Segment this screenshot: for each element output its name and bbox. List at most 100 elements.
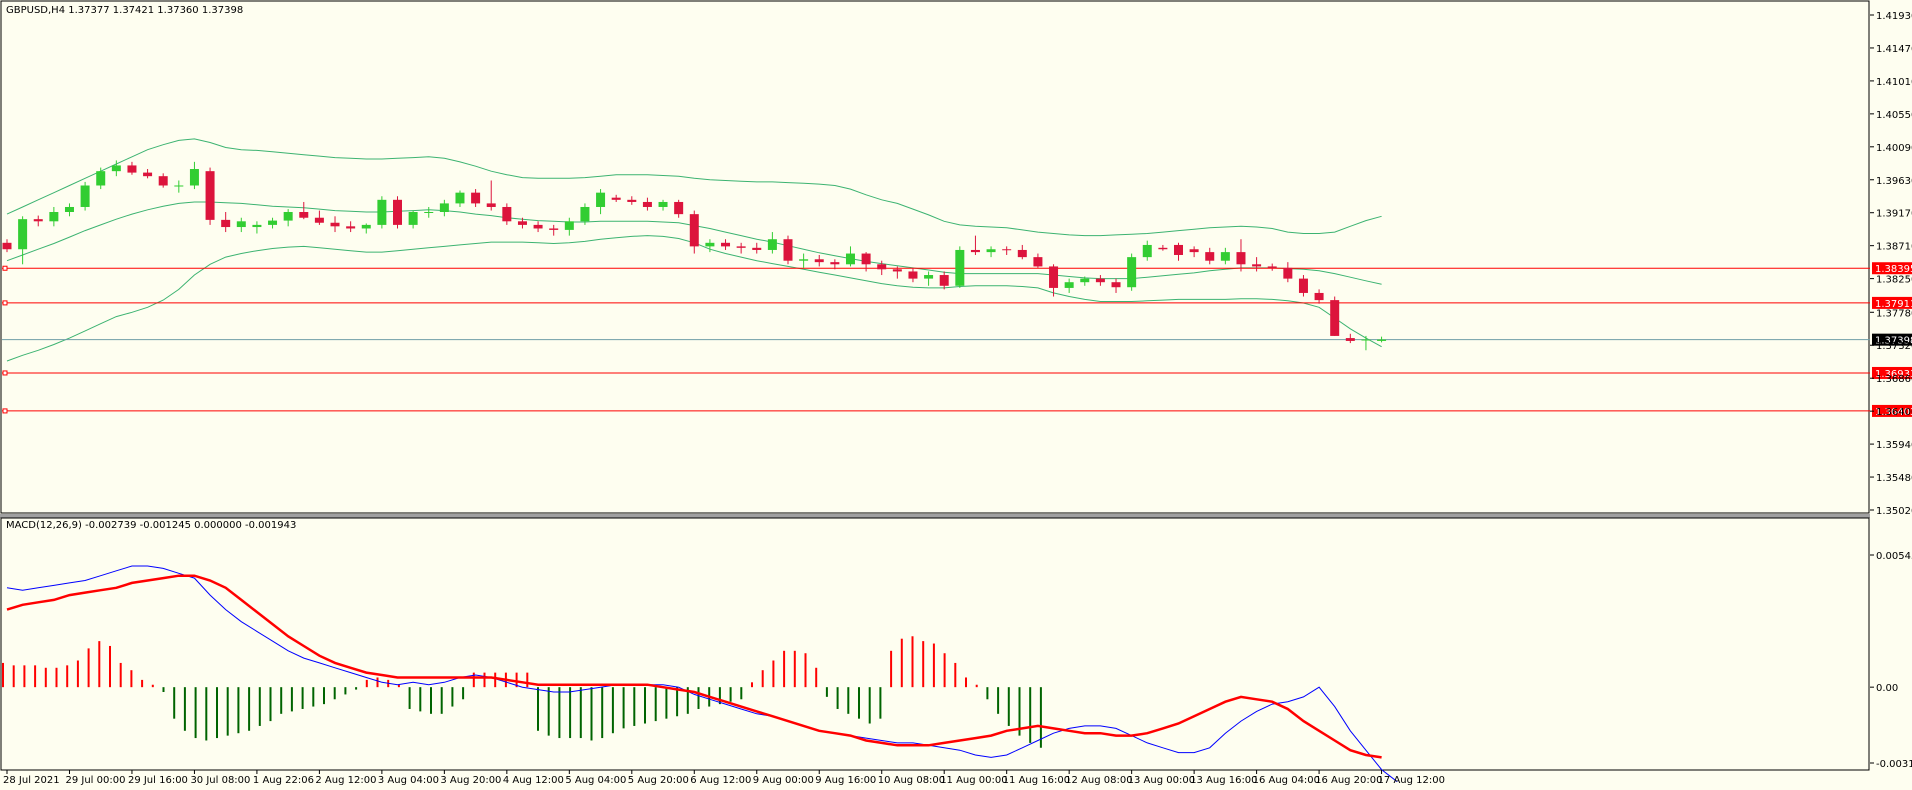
price-tick-label: 1.40550 bbox=[1876, 110, 1912, 121]
candle-body bbox=[299, 211, 309, 218]
candle-body bbox=[627, 199, 637, 202]
candle-body bbox=[1298, 278, 1308, 293]
candle-body bbox=[1127, 257, 1137, 288]
price-tick-label: 1.35020 bbox=[1876, 506, 1912, 517]
level-price-label: 1.36403 bbox=[1875, 407, 1912, 418]
candle-body bbox=[377, 199, 387, 225]
candle-body bbox=[580, 206, 590, 222]
candle-body bbox=[205, 171, 215, 220]
macd-main-line bbox=[6, 565, 1398, 783]
price-tick-label: 1.36400 bbox=[1876, 407, 1912, 418]
price-tick-label: 1.41930 bbox=[1876, 11, 1912, 22]
price-panel-frame bbox=[0, 0, 1870, 514]
candle-body bbox=[517, 221, 527, 225]
candle-body bbox=[1345, 338, 1355, 341]
macd-panel-frame bbox=[0, 517, 1870, 771]
candle-body bbox=[471, 192, 481, 204]
time-tick-label: 16 Aug 04:00 bbox=[1253, 775, 1320, 786]
level-price-tag bbox=[1872, 366, 1912, 379]
candle-body bbox=[1267, 266, 1277, 268]
level-anchor bbox=[2, 370, 8, 376]
candle-body bbox=[908, 271, 918, 279]
time-tick-label: 1 Aug 22:06 bbox=[253, 775, 314, 786]
candle-body bbox=[736, 246, 746, 248]
macd-signal-line bbox=[6, 574, 1382, 759]
current-price-tag bbox=[1872, 333, 1912, 346]
macd-histogram bbox=[2, 636, 1042, 748]
candle-body bbox=[1205, 252, 1215, 261]
candle-body bbox=[424, 211, 434, 213]
price-tick-label: 1.39170 bbox=[1876, 209, 1912, 220]
candle-body bbox=[549, 228, 559, 230]
candle-body bbox=[1111, 282, 1121, 288]
candle-body bbox=[721, 242, 731, 247]
candle-body bbox=[877, 264, 887, 270]
candle-body bbox=[1330, 300, 1340, 336]
candle-body bbox=[346, 226, 356, 229]
time-tick-label: 3 Aug 20:00 bbox=[440, 775, 501, 786]
candle-body bbox=[1236, 252, 1246, 265]
time-tick-label: 13 Aug 00:00 bbox=[1128, 775, 1195, 786]
time-tick-label: 4 Aug 12:00 bbox=[503, 775, 564, 786]
candle-body bbox=[143, 172, 153, 177]
level-price-tag bbox=[1872, 404, 1912, 417]
candle-body bbox=[1252, 264, 1262, 267]
candle-body bbox=[845, 253, 855, 265]
price-tick-label: 1.35480 bbox=[1876, 473, 1912, 484]
price-tick-label: 1.41010 bbox=[1876, 77, 1912, 88]
candle-body bbox=[924, 275, 934, 279]
candle-body bbox=[361, 224, 371, 229]
candle-body bbox=[486, 203, 496, 207]
candle-body bbox=[283, 211, 293, 221]
macd-lines bbox=[6, 565, 1398, 783]
candle-body bbox=[783, 239, 793, 261]
candle-body bbox=[1220, 252, 1230, 261]
candle-body bbox=[767, 239, 777, 250]
candle-body bbox=[18, 219, 28, 250]
candle-body bbox=[533, 224, 543, 229]
macd-tick-label: 0.005453 bbox=[1876, 551, 1912, 562]
price-tick-label: 1.39630 bbox=[1876, 176, 1912, 187]
candle-body bbox=[393, 199, 402, 225]
time-tick-label: 13 Aug 16:00 bbox=[1190, 775, 1257, 786]
time-tick-label: 29 Jul 00:00 bbox=[65, 775, 125, 786]
candle-body bbox=[455, 192, 465, 204]
price-tick-label: 1.35940 bbox=[1876, 440, 1912, 451]
level-price-tag bbox=[1872, 262, 1912, 275]
price-tick-label: 1.37780 bbox=[1876, 308, 1912, 319]
time-tick-label: 3 Aug 04:00 bbox=[378, 775, 439, 786]
current-price-line: 1.37398 bbox=[2, 333, 1912, 347]
candle-body bbox=[252, 224, 262, 228]
time-tick-label: 6 Aug 12:00 bbox=[690, 775, 751, 786]
candle-body bbox=[64, 206, 74, 212]
level-price-label: 1.36933 bbox=[1875, 369, 1912, 380]
macd-panel[interactable]: 0.005453 0.00 -0.003129 MACD(12,26,9) -0.0… bbox=[0, 517, 1912, 783]
price-tick-label: 1.40090 bbox=[1876, 143, 1912, 154]
price-tick-label: 1.37320 bbox=[1876, 341, 1912, 352]
candle-body bbox=[189, 169, 199, 186]
candle-body bbox=[674, 201, 684, 215]
candle-body bbox=[236, 221, 246, 228]
candle-body bbox=[330, 222, 340, 227]
macd-tick-label: -0.003129 bbox=[1876, 759, 1912, 770]
candle-body bbox=[96, 171, 106, 186]
panel-separator[interactable] bbox=[0, 514, 1870, 518]
price-tick-label: 1.36860 bbox=[1876, 374, 1912, 385]
candle-body bbox=[1158, 247, 1168, 250]
candle-body bbox=[1142, 244, 1152, 258]
candle-body bbox=[1095, 278, 1105, 283]
candle-body bbox=[705, 242, 715, 247]
price-axis: 1.41930 1.41470 1.41010 1.40550 1.40090 1.396… bbox=[1870, 11, 1912, 517]
candle-body bbox=[1174, 244, 1183, 255]
level-anchor bbox=[2, 265, 8, 271]
candle-body bbox=[689, 214, 699, 247]
time-tick-label: 28 Jul 2021 bbox=[3, 775, 60, 786]
candle-body bbox=[970, 249, 980, 253]
candle-body bbox=[752, 247, 762, 250]
candle-body bbox=[268, 220, 278, 225]
candle-body bbox=[799, 259, 809, 261]
